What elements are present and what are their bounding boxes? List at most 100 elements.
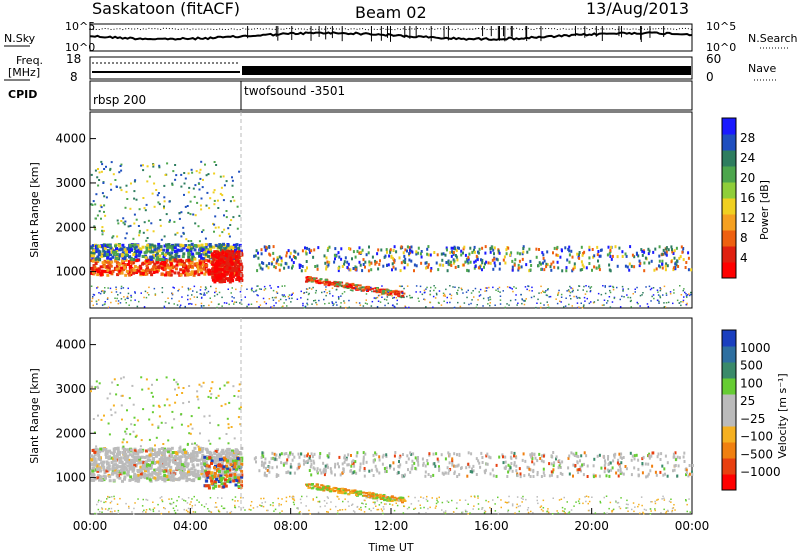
scatter-cell bbox=[304, 306, 306, 308]
scatter-cell bbox=[164, 253, 168, 257]
scatter-cell bbox=[112, 253, 116, 256]
scatter-cell bbox=[683, 296, 685, 298]
scatter-cell bbox=[225, 474, 229, 478]
scatter-cell bbox=[450, 246, 453, 250]
scatter-cell bbox=[233, 303, 235, 305]
scatter-cell bbox=[478, 291, 480, 293]
scatter-cell bbox=[117, 222, 120, 225]
scatter-cell bbox=[91, 300, 93, 302]
scatter-cell bbox=[400, 245, 403, 249]
scatter-cell bbox=[132, 237, 135, 240]
scatter-cell bbox=[149, 447, 153, 451]
scatter-cell bbox=[620, 452, 623, 456]
scatter-cell bbox=[312, 466, 315, 470]
scatter-cell bbox=[417, 246, 420, 250]
scatter-cell bbox=[235, 467, 238, 471]
scatter-cell bbox=[361, 286, 363, 288]
scatter-cell bbox=[429, 269, 432, 273]
scatter-cell bbox=[629, 451, 632, 455]
scatter-cell bbox=[214, 275, 218, 279]
scatter-cell bbox=[115, 261, 119, 265]
scatter-cell bbox=[231, 296, 233, 298]
scatter-cell bbox=[199, 168, 202, 171]
scatter-cell bbox=[163, 184, 166, 187]
scatter-cell bbox=[199, 462, 203, 466]
scatter-cell bbox=[265, 474, 268, 477]
scatter-cell bbox=[95, 300, 98, 302]
scatter-cell bbox=[653, 297, 655, 300]
scatter-cell bbox=[107, 287, 109, 289]
scatter-cell bbox=[557, 266, 560, 270]
scatter-cell bbox=[549, 265, 552, 269]
scatter-cell bbox=[318, 282, 322, 285]
scatter-cell bbox=[98, 179, 101, 181]
scatter-cell bbox=[381, 291, 385, 294]
scatter-cell bbox=[237, 416, 240, 419]
scatter-cell bbox=[118, 248, 122, 252]
scatter-cell bbox=[513, 454, 515, 458]
scatter-cell bbox=[421, 457, 424, 461]
scatter-cell bbox=[661, 262, 664, 266]
scatter-cell bbox=[145, 239, 148, 242]
scatter-cell bbox=[175, 174, 178, 177]
scatter-cell bbox=[238, 261, 242, 265]
scatter-cell bbox=[509, 287, 512, 289]
scatter-cell bbox=[529, 453, 532, 457]
scatter-cell bbox=[448, 469, 451, 473]
scatter-cell bbox=[440, 453, 443, 457]
scatter-cell bbox=[157, 192, 160, 194]
scatter-cell bbox=[186, 456, 189, 459]
scatter-cell bbox=[513, 286, 515, 288]
scatter-cell bbox=[381, 292, 385, 295]
scatter-cell bbox=[675, 246, 678, 250]
scatter-cell bbox=[193, 468, 197, 472]
scatter-cell bbox=[157, 404, 160, 407]
scatter-cell bbox=[380, 248, 383, 252]
scatter-cell bbox=[684, 468, 687, 471]
scatter-cell bbox=[683, 451, 686, 455]
scatter-cell bbox=[468, 465, 471, 469]
scatter-cell bbox=[342, 467, 345, 471]
scatter-cell bbox=[323, 283, 327, 285]
scatter-cell bbox=[238, 214, 241, 217]
scatter-cell bbox=[300, 290, 302, 293]
scatter-cell bbox=[163, 307, 166, 309]
scatter-cell bbox=[240, 473, 244, 477]
scatter-cell bbox=[382, 453, 385, 457]
scatter-cell bbox=[445, 261, 448, 264]
scatter-cell bbox=[103, 210, 105, 213]
scatter-cell bbox=[148, 294, 150, 296]
scatter-cell bbox=[115, 267, 119, 271]
scatter-cell bbox=[324, 469, 327, 472]
scatter-cell bbox=[212, 245, 216, 249]
scatter-cell bbox=[387, 292, 390, 294]
scatter-cell bbox=[134, 435, 137, 438]
scatter-cell bbox=[641, 253, 644, 257]
scatter-cell bbox=[233, 301, 236, 303]
scatter-cell bbox=[206, 475, 210, 479]
scatter-cell bbox=[221, 268, 225, 272]
scatter-cell bbox=[310, 473, 313, 477]
scatter-cell bbox=[635, 453, 638, 457]
scatter-cell bbox=[417, 251, 419, 255]
scatter-cell bbox=[654, 470, 657, 474]
scatter-cell bbox=[189, 273, 193, 276]
scatter-cell bbox=[126, 460, 130, 464]
scatter-cell bbox=[185, 452, 189, 455]
scatter-cell bbox=[662, 248, 665, 252]
scatter-cell bbox=[542, 261, 544, 265]
scatter-cell bbox=[231, 176, 233, 179]
scatter-cell bbox=[396, 299, 398, 302]
scatter-cell bbox=[667, 248, 670, 252]
scatter-cell bbox=[171, 475, 175, 478]
scatter-cell bbox=[272, 299, 275, 301]
scatter-cell bbox=[393, 296, 395, 299]
scatter-cell bbox=[215, 277, 219, 281]
scatter-cell bbox=[464, 253, 467, 257]
scatter-cell bbox=[456, 246, 459, 250]
scatter-cell bbox=[237, 473, 241, 477]
scatter-cell bbox=[100, 418, 103, 421]
scatter-cell bbox=[449, 285, 451, 287]
scatter-cell bbox=[406, 263, 409, 267]
scatter-cell bbox=[412, 452, 415, 456]
